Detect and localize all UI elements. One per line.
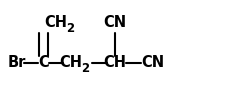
Text: Br: Br xyxy=(8,55,26,70)
Text: CH: CH xyxy=(44,15,67,30)
Text: CN: CN xyxy=(142,55,165,70)
Text: 2: 2 xyxy=(81,62,89,75)
Text: CH: CH xyxy=(59,55,82,70)
Text: CN: CN xyxy=(103,15,126,30)
Text: 2: 2 xyxy=(66,22,75,35)
Text: CH: CH xyxy=(103,55,126,70)
Text: C: C xyxy=(38,55,49,70)
